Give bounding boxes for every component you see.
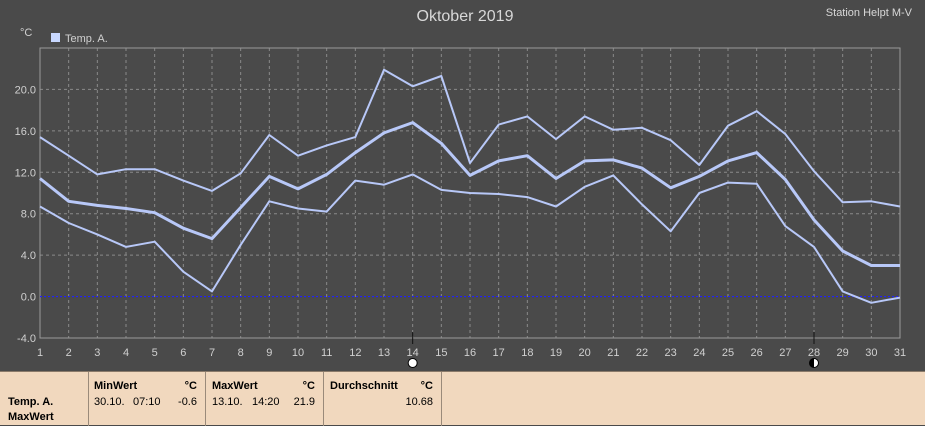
x-tick-label: 23 [665,347,677,359]
max-time: 14:20 [252,396,280,408]
stats-series-label: Temp. A. [8,396,54,408]
x-tick-label: 25 [722,347,734,359]
x-tick-label: 14 [407,347,419,359]
x-tick-label: 22 [636,347,648,359]
x-tick-label: 20 [579,347,591,359]
y-axis-unit: °C [20,27,32,39]
min-value: -0.6 [178,396,197,408]
x-tick-label: 26 [751,347,763,359]
max-value: 21.9 [293,396,315,408]
full-moon-icon [407,358,418,368]
x-tick-label: 18 [521,347,533,359]
avg-unit: °C [420,380,433,392]
min-unit: °C [184,380,197,392]
x-tick-label: 3 [94,347,100,359]
x-tick-label: 15 [435,347,447,359]
station-name: Station Helpt M-V [826,7,913,19]
x-tick-label: 9 [266,347,272,359]
avg-title: Durchschnitt [330,380,398,392]
min-time: 07:10 [133,396,161,408]
x-tick-label: 5 [152,347,158,359]
x-tick-label: 28 [808,347,820,359]
y-tick-label: 16.0 [15,126,36,138]
y-tick-label: 12.0 [15,167,36,179]
y-tick-label: 8.0 [21,209,36,221]
avg-value: 10.68 [405,396,433,408]
last-quarter-moon-icon [809,358,819,368]
series-line-min [39,173,901,304]
max-unit: °C [302,380,315,392]
x-tick-label: 8 [238,347,244,359]
stats-type-label: MaxWert [8,411,54,423]
min-date: 30.10. [94,396,125,408]
x-tick-label: 7 [209,347,215,359]
legend-swatch [51,33,60,42]
stats-min-cell: MinWert °C 30.10. 07:10 -0.6 [89,372,206,426]
x-tick-label: 11 [321,347,332,359]
x-tick-label: 4 [123,347,129,359]
max-title: MaxWert [212,380,258,392]
x-tick-label: 27 [779,347,791,359]
series-line-mean [39,121,900,267]
plot-frame [39,47,901,339]
moon-disc [407,358,418,368]
x-tick-label: 29 [837,347,849,359]
x-tick-label: 12 [349,347,361,359]
stats-max-cell: MaxWert °C 13.10. 14:20 21.9 [206,372,324,426]
x-tick-label: 1 [37,347,43,359]
y-tick-label: -4.0 [17,333,36,345]
x-tick-label: 16 [464,347,476,359]
stats-panel: Temp. A. MaxWert MinWert °C 30.10. 07:10… [0,371,925,426]
x-tick-label: 31 [894,347,906,359]
x-tick-label: 21 [607,347,619,359]
x-tick-label: 6 [180,347,186,359]
stats-label-cell: Temp. A. MaxWert [0,372,89,426]
y-tick-label: 0.0 [21,292,36,304]
temperature-chart: Oktober 2019 Station Helpt M-V °C Temp. … [15,7,913,368]
x-tick-label: 13 [378,347,390,359]
min-title: MinWert [94,380,138,392]
max-date: 13.10. [212,396,243,408]
x-tick-label: 2 [66,347,72,359]
x-tick-label: 19 [550,347,562,359]
x-tick-label: 30 [865,347,877,359]
x-tick-label: 24 [693,347,705,359]
chart-title: Oktober 2019 [417,8,514,25]
series-line-max [39,68,901,208]
stats-avg-cell: Durchschnitt °C 10.68 [324,372,442,426]
legend-entry: Temp. A. [65,33,108,45]
x-tick-label: 10 [292,347,304,359]
moon-shadow [809,358,814,368]
y-tick-label: 4.0 [21,250,36,262]
y-tick-label: 20.0 [15,84,36,96]
x-tick-label: 17 [493,347,505,359]
